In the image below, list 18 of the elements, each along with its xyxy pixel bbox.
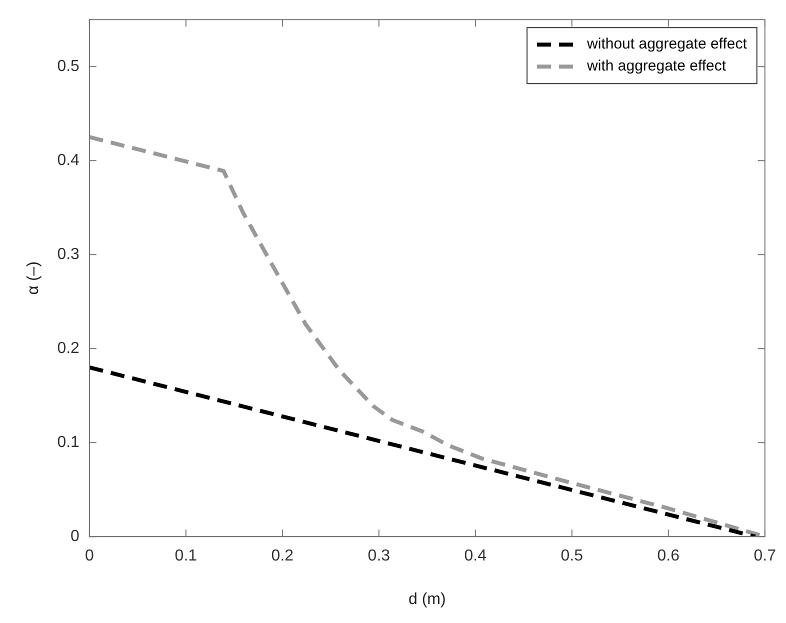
y-tick-label: 0.5 <box>57 58 80 76</box>
y-tick-label: 0.3 <box>57 246 80 264</box>
x-tick-label: 0.5 <box>560 548 584 565</box>
x-tick-label: 0.2 <box>271 548 294 565</box>
y-tick-label: 0.4 <box>57 152 80 170</box>
y-axis-title: α (–) <box>25 261 42 295</box>
x-tick-label: 0.4 <box>464 548 487 565</box>
y-tick-label: 0 <box>70 528 80 546</box>
x-tick-label: 0.3 <box>368 548 390 565</box>
y-tick-label: 0.1 <box>57 434 80 452</box>
legend-label: without aggregate effect <box>586 36 748 53</box>
x-axis-title: d (m) <box>408 590 446 608</box>
x-tick-label: 0.1 <box>174 548 198 565</box>
y-tick-label: 0.2 <box>57 340 80 358</box>
x-tick-label: 0.6 <box>657 548 680 565</box>
x-tick-label: 0.7 <box>754 548 776 565</box>
x-tick-label: 0 <box>84 548 94 565</box>
legend-label: with aggregate effect <box>586 58 727 75</box>
